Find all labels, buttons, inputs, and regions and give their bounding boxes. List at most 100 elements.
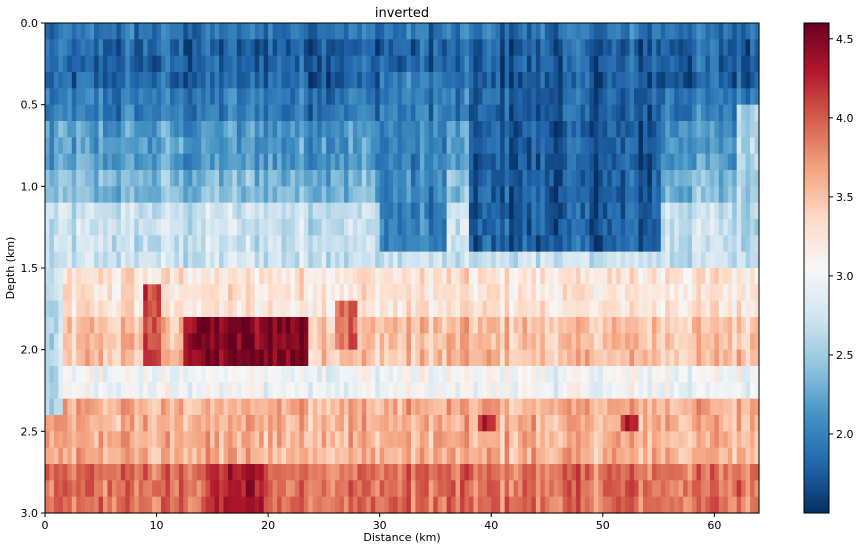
heatmap-cell <box>58 284 64 302</box>
heatmap-cell <box>397 202 403 220</box>
heatmap-cell <box>723 202 729 220</box>
heatmap-cell <box>460 235 466 253</box>
heatmap-cell <box>495 235 501 253</box>
heatmap-cell <box>138 137 144 155</box>
heatmap-cell <box>513 39 519 57</box>
heatmap-cell <box>522 219 528 236</box>
heatmap-cell <box>535 186 541 204</box>
heatmap-cell <box>67 55 73 73</box>
heatmap-cell <box>94 170 100 187</box>
heatmap-cell <box>303 186 309 204</box>
heatmap-cell <box>593 39 599 57</box>
heatmap-cell <box>89 415 95 432</box>
heatmap-cell <box>562 382 568 400</box>
heatmap-cell <box>473 251 479 269</box>
heatmap-cell <box>433 268 439 285</box>
heatmap-cell <box>94 464 100 481</box>
heatmap-cell <box>705 153 711 171</box>
heatmap-cell <box>111 23 117 40</box>
heatmap-cell <box>268 496 274 514</box>
heatmap-cell <box>696 39 702 57</box>
heatmap-cell <box>513 235 519 253</box>
heatmap-cell <box>107 333 113 351</box>
heatmap-cell <box>138 121 144 138</box>
heatmap-cell <box>647 121 653 138</box>
heatmap-cell <box>674 382 680 400</box>
heatmap-cell <box>138 366 144 383</box>
heatmap-cell <box>343 251 350 269</box>
heatmap-cell <box>651 219 657 236</box>
heatmap-cell <box>598 415 604 432</box>
heatmap-cell <box>406 464 412 481</box>
heatmap-cell <box>103 235 109 253</box>
heatmap-cell <box>616 251 622 269</box>
heatmap-cell <box>625 202 631 220</box>
heatmap-cell <box>294 382 300 400</box>
heatmap-cell <box>268 219 274 236</box>
heatmap-cell <box>326 202 332 220</box>
heatmap-cell <box>754 496 760 514</box>
heatmap-cell <box>125 415 131 432</box>
heatmap-cell <box>477 333 483 351</box>
heatmap-cell <box>214 153 220 171</box>
heatmap-cell <box>67 88 73 106</box>
heatmap-cell <box>156 251 162 269</box>
heatmap-cell <box>103 496 109 514</box>
heatmap-cell <box>317 202 323 220</box>
heatmap-cell <box>348 382 354 400</box>
heatmap-cell <box>638 88 644 106</box>
heatmap-cell <box>535 137 541 155</box>
heatmap-cell <box>535 88 541 106</box>
heatmap-cell <box>339 496 345 514</box>
heatmap-cell <box>678 153 684 171</box>
heatmap-cell <box>134 23 140 40</box>
heatmap-cell <box>388 382 394 400</box>
heatmap-cell <box>268 431 274 449</box>
heatmap-cell <box>268 349 274 367</box>
heatmap-cell <box>107 39 113 57</box>
heatmap-cell <box>567 219 573 236</box>
heatmap-cell <box>549 480 555 498</box>
heatmap-cell <box>473 349 479 367</box>
heatmap-cell <box>263 447 269 465</box>
heatmap-cell <box>607 72 613 89</box>
heatmap-cell <box>620 268 626 285</box>
heatmap-cell <box>598 464 604 481</box>
heatmap-cell <box>647 464 653 481</box>
colorbar-gradient <box>804 23 829 513</box>
heatmap-cell <box>259 137 265 155</box>
heatmap-cell <box>178 104 184 122</box>
heatmap-cell <box>152 333 158 351</box>
heatmap-cell <box>361 72 367 89</box>
heatmap-cell <box>727 431 733 449</box>
heatmap-cell <box>76 88 82 106</box>
heatmap-cell <box>277 284 283 302</box>
heatmap-cell <box>491 170 497 187</box>
heatmap-cell <box>419 398 425 416</box>
heatmap-cell <box>143 317 149 334</box>
heatmap-cell <box>723 415 729 432</box>
heatmap-cell <box>424 333 430 351</box>
heatmap-cell <box>58 39 64 57</box>
heatmap-cell <box>433 153 439 171</box>
heatmap-cell <box>754 480 760 498</box>
heatmap-cell <box>214 496 220 514</box>
heatmap-cell <box>169 104 176 122</box>
heatmap-cell <box>241 186 247 204</box>
heatmap-cell <box>339 170 345 187</box>
heatmap-cell <box>464 366 470 383</box>
heatmap-cell <box>348 251 354 269</box>
heatmap-cell <box>89 186 95 204</box>
heatmap-cell <box>540 415 546 432</box>
heatmap-cell <box>294 464 300 481</box>
heatmap-cell <box>169 202 176 220</box>
heatmap-cell <box>745 55 751 73</box>
heatmap-cell <box>58 496 64 514</box>
heatmap-cell <box>714 464 720 481</box>
heatmap-cell <box>495 202 501 220</box>
heatmap-cell <box>254 382 260 400</box>
heatmap-cell <box>277 104 283 122</box>
heatmap-cell <box>616 268 622 285</box>
heatmap-cell <box>482 496 488 514</box>
